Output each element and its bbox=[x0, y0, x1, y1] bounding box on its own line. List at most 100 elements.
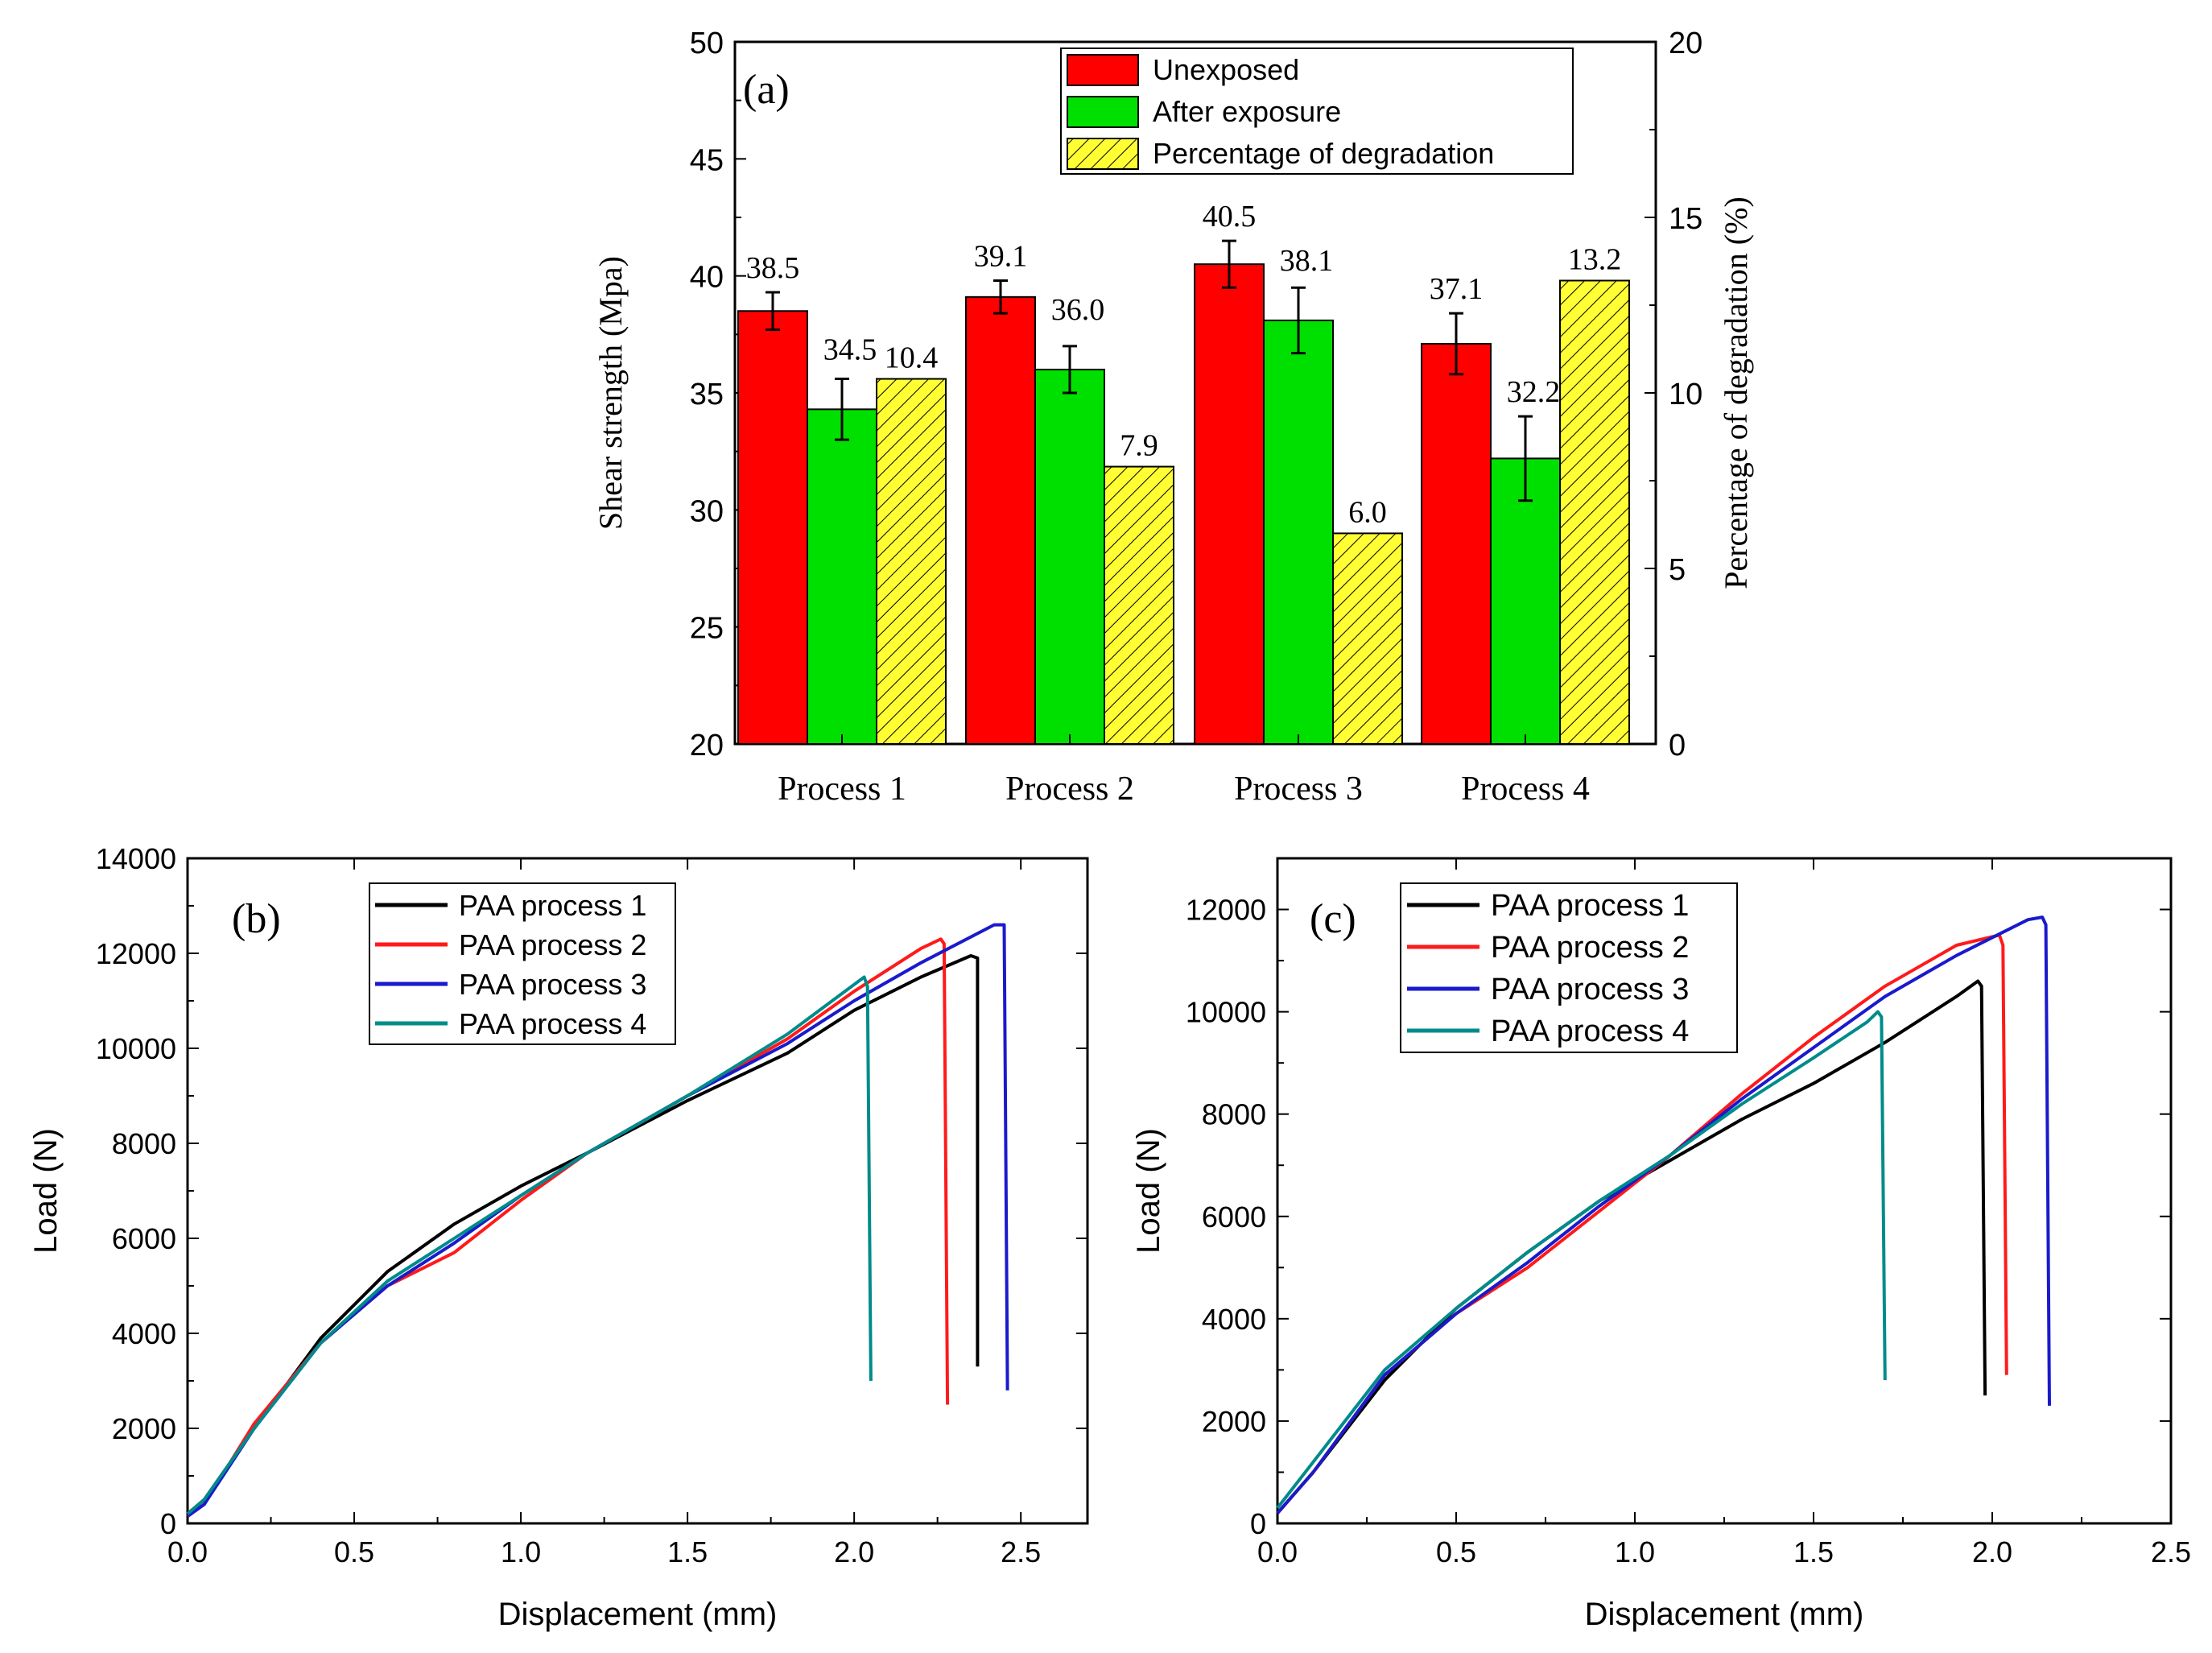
bar-after-exposure-process-2 bbox=[1034, 368, 1105, 745]
y-tick-label: 6000 bbox=[1202, 1200, 1266, 1234]
panel-b-x-axis-label: Displacement (mm) bbox=[498, 1597, 778, 1632]
panel-c-line-chart: 0.0 0.5 1.0 1.5 2.0 2.5 0 2000 4000 6000 8000 10000… bbox=[1131, 857, 2191, 1632]
panel-a-legend: Unexposed After exposure Percentage of d… bbox=[1060, 48, 1574, 175]
panel-a-left-tick-label: 30 bbox=[690, 494, 724, 528]
series-line-paa-process-4 bbox=[186, 975, 873, 1515]
panel-a-y2-axis-label: Percentage of degradation (%) bbox=[1718, 196, 1754, 589]
bar-degradation-process-1 bbox=[876, 378, 947, 745]
panel-a-right-tick-label: 0 bbox=[1669, 729, 1686, 762]
panel-a-bars: 38.5 34.5 10.4 39.1 36.0 7.9 40.5 38.1 6.0 37.1 32… bbox=[737, 200, 1630, 746]
legend-swatch-after-exposure bbox=[1067, 96, 1139, 128]
panel-a-legend-frame bbox=[1060, 48, 1574, 175]
panel-c-x-axis-label: Displacement (mm) bbox=[1585, 1597, 1864, 1632]
panel-a-left-tick-label: 35 bbox=[690, 378, 724, 411]
x-tick-label: 1.0 bbox=[1615, 1535, 1655, 1568]
legend-label-paa-process-1: PAA process 1 bbox=[459, 889, 646, 922]
series-line-paa-process-1 bbox=[1276, 979, 1987, 1515]
panel-c-legend: PAA process 1 PAA process 2 PAA process 3 P… bbox=[1400, 882, 1738, 1053]
panel-b-axis-ticks: 0.0 0.5 1.0 1.5 2.0 2.5 0 2000 4000 6000 8000 10000… bbox=[96, 842, 1087, 1568]
y-tick-label: 2000 bbox=[1202, 1405, 1266, 1438]
y-tick-label: 12000 bbox=[1186, 894, 1266, 927]
category-label-process-2: Process 2 bbox=[1005, 771, 1134, 808]
panel-a-label: (a) bbox=[743, 67, 790, 113]
panel-b-label: (b) bbox=[232, 896, 281, 942]
legend-label-paa-process-4: PAA process 4 bbox=[1491, 1015, 1689, 1048]
panel-a-left-tick-label: 25 bbox=[690, 612, 724, 646]
panel-b-series bbox=[186, 923, 1009, 1518]
panel-b-legend: PAA process 1 PAA process 2 PAA process 3 P… bbox=[369, 882, 676, 1045]
legend-swatch-unexposed bbox=[1067, 54, 1139, 86]
panel-a-left-tick-label: 20 bbox=[690, 729, 724, 762]
y-tick-label: 14000 bbox=[96, 842, 176, 875]
legend-label-paa-process-2: PAA process 2 bbox=[459, 928, 646, 961]
x-tick-label: 0.0 bbox=[1257, 1535, 1298, 1568]
legend-label-paa-process-2: PAA process 2 bbox=[1491, 931, 1689, 965]
category-label-process-3: Process 3 bbox=[1234, 771, 1363, 808]
data-label-after-exposure-process-4: 32.2 bbox=[1507, 375, 1561, 409]
bar-after-exposure-process-4 bbox=[1490, 457, 1561, 745]
data-label-degradation-process-4: 13.2 bbox=[1568, 242, 1622, 276]
x-tick-label: 1.0 bbox=[501, 1535, 541, 1568]
x-tick-label: 0.0 bbox=[167, 1535, 208, 1568]
panel-a-left-tick-label: 50 bbox=[690, 27, 724, 60]
panel-a-bar-chart: 20 25 30 35 40 45 50 0 5 10 15 20 38.5 34.5 10.4 39.1… bbox=[592, 27, 1754, 808]
panel-b-line-chart: 0.0 0.5 1.0 1.5 2.0 2.5 0 2000 4000 6000 8000 10000… bbox=[28, 842, 1089, 1632]
y-tick-label: 4000 bbox=[1202, 1303, 1266, 1336]
x-tick-label: 2.0 bbox=[1972, 1535, 2012, 1568]
data-label-after-exposure-process-2: 36.0 bbox=[1051, 293, 1105, 327]
panel-c-axis-ticks: 0.0 0.5 1.0 1.5 2.0 2.5 0 2000 4000 6000 8000 10000… bbox=[1186, 858, 2191, 1568]
data-label-after-exposure-process-1: 34.5 bbox=[823, 333, 877, 366]
panel-c-y-axis-label: Load (N) bbox=[1131, 1128, 1166, 1254]
bar-after-exposure-process-1 bbox=[807, 408, 877, 745]
bar-unexposed-process-3 bbox=[1194, 263, 1265, 745]
panel-a-right-tick-label: 15 bbox=[1669, 202, 1702, 236]
data-label-unexposed-process-1: 38.5 bbox=[746, 251, 800, 285]
data-label-unexposed-process-4: 37.1 bbox=[1430, 272, 1484, 306]
category-label-process-1: Process 1 bbox=[778, 771, 906, 808]
legend-label-paa-process-4: PAA process 4 bbox=[459, 1007, 646, 1040]
y-tick-label: 6000 bbox=[112, 1222, 176, 1255]
y-tick-label: 10000 bbox=[96, 1032, 176, 1065]
panel-c-label: (c) bbox=[1310, 896, 1356, 942]
panel-c-legend-frame bbox=[1400, 882, 1738, 1053]
data-label-degradation-process-3: 6.0 bbox=[1348, 495, 1387, 529]
panel-a-y-axis-label: Shear strength (Mpa) bbox=[592, 256, 629, 530]
y-tick-label: 8000 bbox=[112, 1127, 176, 1160]
y-tick-label: 12000 bbox=[96, 937, 176, 970]
series-line-paa-process-4 bbox=[1276, 1010, 1887, 1510]
legend-label-paa-process-1: PAA process 1 bbox=[1491, 889, 1689, 923]
y-tick-label: 10000 bbox=[1186, 996, 1266, 1029]
x-tick-label: 2.0 bbox=[834, 1535, 874, 1568]
panel-a-left-tick-label: 40 bbox=[690, 261, 724, 295]
category-label-process-4: Process 4 bbox=[1461, 771, 1590, 808]
x-tick-label: 1.5 bbox=[1793, 1535, 1834, 1568]
data-label-after-exposure-process-3: 38.1 bbox=[1280, 244, 1334, 278]
x-tick-label: 2.5 bbox=[1001, 1535, 1041, 1568]
legend-label-unexposed: Unexposed bbox=[1153, 53, 1299, 86]
y-tick-label: 4000 bbox=[112, 1317, 176, 1350]
data-label-unexposed-process-3: 40.5 bbox=[1203, 200, 1257, 233]
data-label-degradation-process-2: 7.9 bbox=[1120, 429, 1158, 463]
panel-a-left-axis-ticks: 20 25 30 35 40 45 50 bbox=[690, 27, 746, 762]
legend-label-paa-process-3: PAA process 3 bbox=[459, 968, 646, 1001]
x-tick-label: 0.5 bbox=[334, 1535, 374, 1568]
data-label-unexposed-process-2: 39.1 bbox=[974, 239, 1028, 273]
bar-unexposed-process-2 bbox=[965, 295, 1036, 745]
panel-a-right-tick-label: 5 bbox=[1669, 553, 1686, 587]
bar-degradation-process-3 bbox=[1332, 532, 1403, 746]
panel-a-right-axis-ticks: 0 5 10 15 20 bbox=[1645, 27, 1702, 762]
panel-c-series bbox=[1276, 915, 2051, 1515]
legend-label-paa-process-3: PAA process 3 bbox=[1491, 973, 1689, 1006]
panel-b-y-axis-label: Load (N) bbox=[28, 1128, 64, 1254]
bar-unexposed-process-1 bbox=[737, 310, 808, 745]
y-tick-label: 2000 bbox=[112, 1412, 176, 1445]
x-tick-label: 1.5 bbox=[667, 1535, 708, 1568]
legend-label-degradation: Percentage of degradation bbox=[1153, 137, 1494, 170]
y-tick-label: 0 bbox=[160, 1507, 176, 1540]
y-tick-label: 0 bbox=[1250, 1507, 1266, 1540]
data-label-degradation-process-1: 10.4 bbox=[885, 341, 939, 375]
panel-a-right-tick-label: 20 bbox=[1669, 27, 1702, 60]
bar-after-exposure-process-3 bbox=[1263, 319, 1334, 746]
series-line-paa-process-3 bbox=[1276, 915, 2051, 1515]
y-tick-label: 8000 bbox=[1202, 1098, 1266, 1131]
